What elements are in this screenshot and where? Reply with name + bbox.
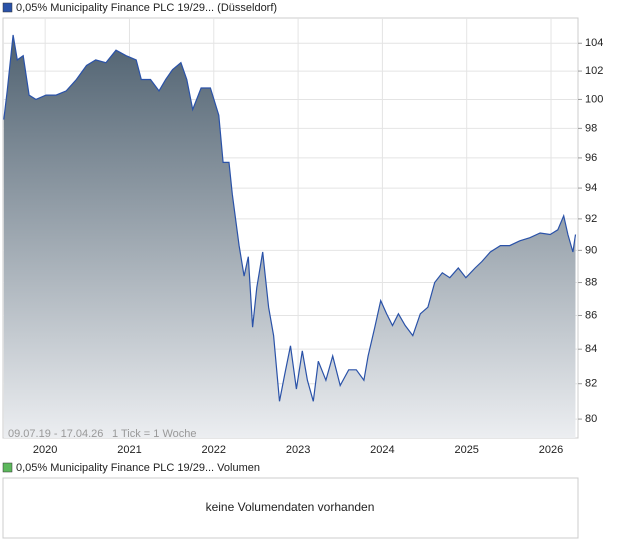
volume-legend: 0,05% Municipality Finance PLC 19/29... … — [16, 462, 260, 474]
volume-message: keine Volumendaten vorhanden — [206, 500, 375, 514]
y-tick-label: 102 — [585, 65, 603, 77]
y-tick-label: 80 — [585, 413, 597, 425]
annotation: 09.07.19 - 17.04.26 — [8, 428, 103, 440]
line — [3, 34, 577, 402]
x-tick-label: 2025 — [454, 444, 478, 456]
legend-marker — [2, 462, 13, 473]
x-tick-label: 2023 — [286, 444, 310, 456]
annotation: 1 Tick = 1 Woche — [112, 428, 196, 440]
area — [3, 35, 576, 438]
y-tick-label: 86 — [585, 309, 597, 321]
x-tick-label: 2022 — [202, 444, 226, 456]
y-tick-label: 94 — [585, 182, 597, 194]
legend-marker — [2, 2, 13, 13]
y-tick-label: 90 — [585, 244, 597, 256]
y-tick-label: 88 — [585, 276, 597, 288]
y-tick-label: 104 — [585, 37, 603, 49]
x-tick-label: 2021 — [117, 444, 141, 456]
legend-label: 0,05% Municipality Finance PLC 19/29... … — [16, 2, 277, 14]
y-tick-label: 84 — [585, 343, 597, 355]
x-tick-label: 2026 — [539, 444, 563, 456]
x-tick-label: 2024 — [370, 444, 394, 456]
y-tick-label: 98 — [585, 122, 597, 134]
y-tick-label: 92 — [585, 213, 597, 225]
volume-panel — [2, 477, 579, 539]
y-tick-label: 96 — [585, 152, 597, 164]
x-tick-label: 2020 — [33, 444, 57, 456]
y-tick-label: 82 — [585, 378, 597, 390]
y-tick-label: 100 — [585, 93, 603, 105]
